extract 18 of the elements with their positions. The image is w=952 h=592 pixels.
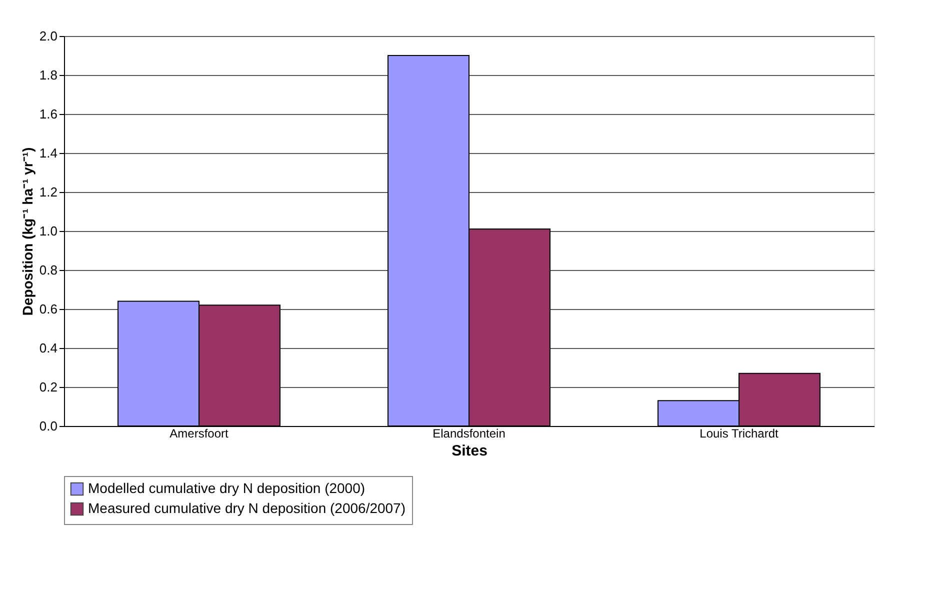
x-tick-label: Amersfoort <box>170 426 230 440</box>
y-tick-label: 1.2 <box>39 184 58 200</box>
y-tick-label: 1.6 <box>39 106 58 122</box>
x-tick-label: Louis Trichardt <box>700 426 780 440</box>
y-tick-label: 1.4 <box>39 146 58 160</box>
y-axis-title: Deposition (kg⁻¹ ha⁻¹ yr⁻¹) <box>19 147 36 316</box>
legend-label: Modelled cumulative dry N deposition (2000) <box>88 480 366 496</box>
x-tick-label: Elandsfontein <box>432 426 506 440</box>
y-tick-label: 1.8 <box>39 68 58 82</box>
y-tick-label: 0.8 <box>39 262 58 278</box>
y-tick-label: 0.6 <box>39 302 58 316</box>
y-tick-label: 0.4 <box>39 340 58 356</box>
y-tick-label: 0.2 <box>39 380 58 394</box>
y-tick-label: 1.0 <box>39 224 58 238</box>
y-tick-label: 2.0 <box>39 28 58 44</box>
legend-label: Measured cumulative dry N deposition (2006/2007) <box>88 500 406 516</box>
x-axis-title: Sites <box>452 442 488 460</box>
y-tick-label: 0.0 <box>39 418 58 434</box>
